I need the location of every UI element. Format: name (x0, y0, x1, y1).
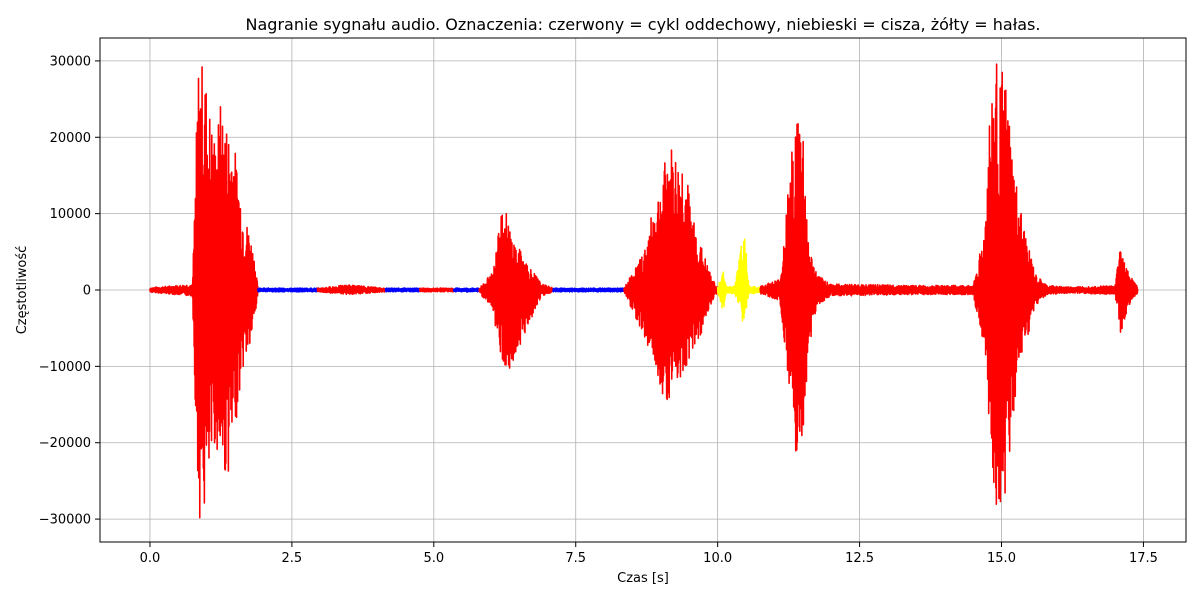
y-tick-label: 30000 (50, 54, 91, 69)
y-axis-label: Częstotliwość (15, 246, 30, 335)
x-tick-label: 10.0 (703, 551, 732, 566)
y-tick-label: 20000 (50, 131, 91, 146)
y-tick-label: −20000 (39, 436, 91, 451)
y-tick-label: 0 (83, 284, 91, 299)
x-tick-label: 17.5 (1129, 551, 1158, 566)
x-tick-label: 2.5 (282, 551, 303, 566)
signal-segment-silence (452, 287, 481, 293)
signal-segment-breath (418, 287, 455, 293)
signal-segment-breath (759, 122, 974, 452)
signal-segment-breath (316, 284, 387, 296)
signal-segment-silence (552, 287, 625, 293)
signal-segment-breath (972, 63, 1139, 505)
y-tick-label: −30000 (39, 513, 91, 528)
chart-title: Nagranie sygnału audio. Oznaczenia: czer… (246, 15, 1041, 34)
x-tick-label: 15.0 (987, 551, 1016, 566)
signal-segment-breath (149, 66, 259, 519)
signal-segment-breath (623, 149, 719, 401)
signal-segment-silence (257, 287, 319, 293)
signal-segment-breath (478, 212, 554, 369)
signal-waveform (149, 63, 1139, 519)
x-axis-ticks: 0.0 2.5 5.0 7.5 10.0 12.5 15.0 17.5 (140, 542, 1158, 566)
x-axis-label: Czas [s] (617, 571, 669, 586)
y-tick-label: −10000 (39, 360, 91, 375)
y-tick-label: 10000 (50, 207, 91, 222)
x-tick-label: 0.0 (140, 551, 161, 566)
x-tick-label: 12.5 (845, 551, 874, 566)
y-axis-ticks: −30000 −20000 −10000 0 10000 20000 30000 (39, 54, 100, 528)
signal-segment-noise (716, 238, 761, 322)
x-tick-label: 5.0 (423, 551, 444, 566)
signal-segment-silence (384, 287, 421, 293)
x-tick-label: 7.5 (565, 551, 586, 566)
